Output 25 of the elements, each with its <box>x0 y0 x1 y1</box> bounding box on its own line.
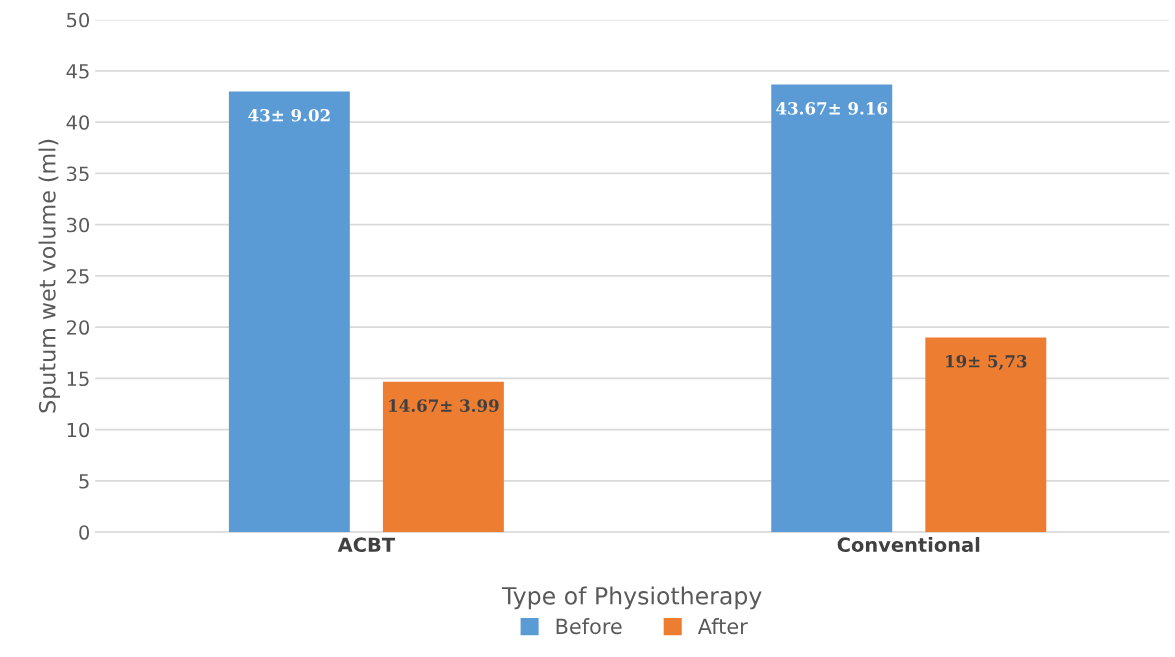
data-label: 43± 9.02 <box>248 108 330 122</box>
x-tick-label: Conventional <box>837 537 980 553</box>
y-tick-label: 0 <box>79 525 90 540</box>
x-axis-title: Type of Physiotherapy <box>501 586 762 610</box>
y-tick-label: 5 <box>79 474 89 489</box>
bar <box>771 84 893 533</box>
data-label: 14.67± 3.99 <box>389 399 499 412</box>
y-axis-title: Sputum wet volume (ml) <box>38 139 61 413</box>
y-tick-label: 25 <box>67 268 89 284</box>
y-tick-label: 15 <box>67 371 89 387</box>
bar <box>382 381 504 533</box>
bar <box>925 337 1047 533</box>
data-label: 19± 5,73 <box>946 354 1027 371</box>
x-tick-label: ACBT <box>337 537 395 553</box>
y-tick-label: 50 <box>67 12 90 28</box>
y-tick-label: 30 <box>67 217 90 233</box>
y-tick-label: 45 <box>66 64 89 79</box>
y-tick-label: 40 <box>66 115 90 130</box>
legend-label: Before <box>556 618 622 635</box>
y-tick-label: 10 <box>67 422 90 438</box>
y-tick-label: 35 <box>67 166 89 182</box>
legend-label: After <box>697 618 748 635</box>
y-tick-label: 20 <box>67 320 90 335</box>
bar <box>228 91 350 533</box>
data-label: 43.67± 9.16 <box>776 102 888 115</box>
